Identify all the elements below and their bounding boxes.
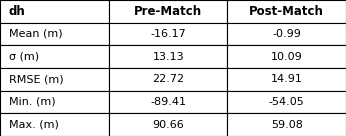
Bar (109, 0, 227, 23)
Text: -89.41: -89.41 (150, 97, 186, 107)
Bar (109, 23, 227, 45)
Text: 59.08: 59.08 (271, 120, 303, 130)
Bar (109, 68, 227, 91)
Bar (109, 113, 227, 136)
Bar (0, 0, 109, 23)
Text: -0.99: -0.99 (272, 29, 301, 39)
Bar (0, 113, 109, 136)
Text: 10.09: 10.09 (271, 52, 302, 62)
Text: Max. (m): Max. (m) (9, 120, 58, 130)
Text: dh: dh (9, 5, 25, 18)
Text: Post-Match: Post-Match (249, 5, 324, 18)
Text: -54.05: -54.05 (269, 97, 304, 107)
Text: RMSE (m): RMSE (m) (9, 74, 63, 84)
Bar (227, 45, 346, 68)
Text: Pre-Match: Pre-Match (134, 5, 202, 18)
Text: -16.17: -16.17 (150, 29, 186, 39)
Text: 14.91: 14.91 (271, 74, 303, 84)
Bar (0, 91, 109, 113)
Bar (227, 68, 346, 91)
Bar (227, 0, 346, 23)
Bar (227, 23, 346, 45)
Text: 22.72: 22.72 (152, 74, 184, 84)
Bar (0, 68, 109, 91)
Text: Min. (m): Min. (m) (9, 97, 55, 107)
Bar (109, 45, 227, 68)
Bar (109, 91, 227, 113)
Text: 13.13: 13.13 (152, 52, 184, 62)
Bar (0, 45, 109, 68)
Bar (227, 113, 346, 136)
Text: 90.66: 90.66 (152, 120, 184, 130)
Text: σ (m): σ (m) (9, 52, 39, 62)
Text: Mean (m): Mean (m) (9, 29, 62, 39)
Bar (0, 23, 109, 45)
Bar (227, 91, 346, 113)
